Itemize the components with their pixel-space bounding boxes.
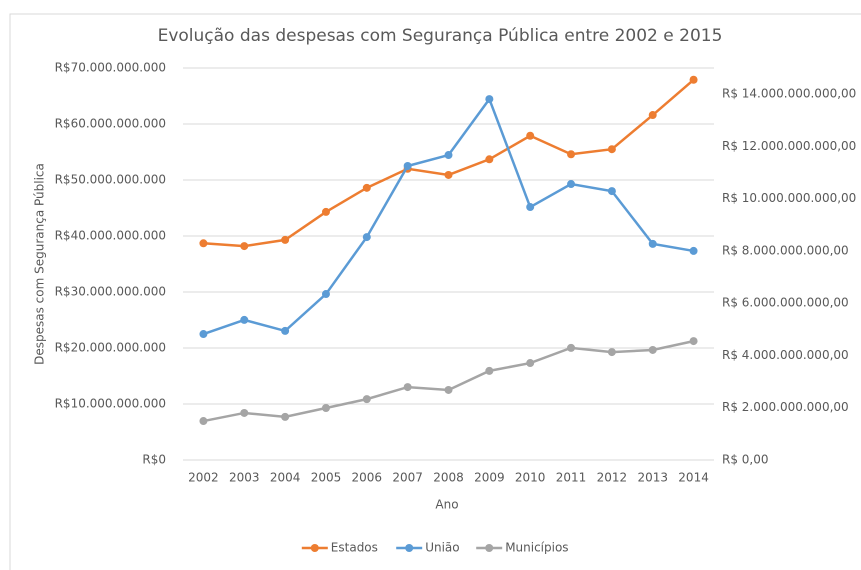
x-tick-label: 2010	[515, 471, 546, 485]
y-tick-label: R$0	[142, 453, 166, 467]
data-point	[567, 180, 576, 189]
x-tick-label: 2014	[678, 471, 709, 485]
data-point	[362, 233, 371, 242]
legend-marker	[310, 544, 319, 552]
data-point	[362, 395, 371, 404]
y-tick-label: R$70.000.000.000	[55, 61, 166, 75]
y2-tick-label: R$ 2.000.000.000,00	[722, 400, 849, 414]
x-tick-label: 2012	[597, 471, 628, 485]
legend-label: Estados	[331, 541, 378, 555]
data-point	[444, 385, 453, 394]
data-point	[403, 162, 412, 170]
data-point	[362, 183, 371, 192]
data-point	[240, 315, 249, 324]
data-point	[485, 95, 494, 104]
legend-marker	[485, 544, 494, 552]
x-tick-label: 2005	[311, 471, 342, 485]
data-point	[240, 242, 249, 251]
x-tick-label: 2008	[433, 471, 464, 485]
x-tick-label: 2011	[556, 471, 587, 485]
data-point	[281, 326, 290, 335]
data-point	[199, 239, 208, 248]
data-point	[689, 246, 698, 255]
data-point	[485, 155, 494, 164]
data-point	[607, 187, 616, 196]
data-point	[444, 151, 453, 160]
data-point	[607, 145, 616, 154]
data-point	[240, 408, 249, 417]
y2-tick-label: R$ 14.000.000.000,00	[722, 87, 856, 101]
data-point	[444, 170, 453, 179]
data-point	[281, 235, 290, 244]
data-point	[321, 290, 330, 299]
legend-label: União	[425, 541, 459, 555]
data-point	[199, 417, 208, 426]
data-point	[567, 343, 576, 352]
y2-tick-label: R$ 6.000.000.000,00	[722, 296, 849, 310]
data-point	[485, 366, 494, 375]
y-tick-label: R$40.000.000.000	[55, 229, 166, 243]
y-tick-label: R$60.000.000.000	[55, 117, 166, 131]
x-tick-label: 2003	[229, 471, 260, 485]
legend-label: Municípios	[505, 541, 568, 555]
data-point	[689, 337, 698, 346]
y2-tick-label: R$ 8.000.000.000,00	[722, 243, 849, 257]
y2-tick-label: R$ 4.000.000.000,00	[722, 348, 849, 362]
data-point	[321, 207, 330, 216]
data-point	[526, 359, 535, 368]
data-point	[321, 403, 330, 412]
x-axis-title: Ano	[435, 498, 458, 512]
y2-tick-label: R$ 12.000.000.000,00	[722, 139, 856, 153]
data-point	[648, 111, 657, 120]
data-point	[526, 203, 535, 212]
x-tick-label: 2009	[474, 471, 505, 485]
y-axis-title: Despesas com Segurança Pública	[33, 163, 47, 365]
y2-tick-label: R$ 10.000.000.000,00	[722, 191, 856, 205]
x-tick-label: 2004	[270, 471, 301, 485]
data-point	[648, 345, 657, 354]
x-tick-label: 2006	[352, 471, 383, 485]
chart-title: Evolução das despesas com Segurança Públ…	[158, 26, 723, 46]
data-point	[403, 383, 412, 392]
data-point	[648, 239, 657, 248]
y-tick-label: R$10.000.000.000	[55, 397, 166, 411]
data-point	[567, 150, 576, 159]
data-point	[689, 75, 698, 84]
x-tick-label: 2007	[392, 471, 423, 485]
y-tick-label: R$30.000.000.000	[55, 285, 166, 299]
data-point	[281, 412, 290, 421]
legend-marker	[405, 544, 414, 552]
y-tick-label: R$50.000.000.000	[55, 173, 166, 187]
x-tick-label: 2002	[188, 471, 219, 485]
data-point	[199, 330, 208, 339]
y2-tick-label: R$ 0,00	[722, 453, 769, 467]
data-point	[607, 348, 616, 357]
data-point	[526, 131, 535, 140]
x-tick-label: 2013	[637, 471, 668, 485]
y-tick-label: R$20.000.000.000	[55, 341, 166, 355]
